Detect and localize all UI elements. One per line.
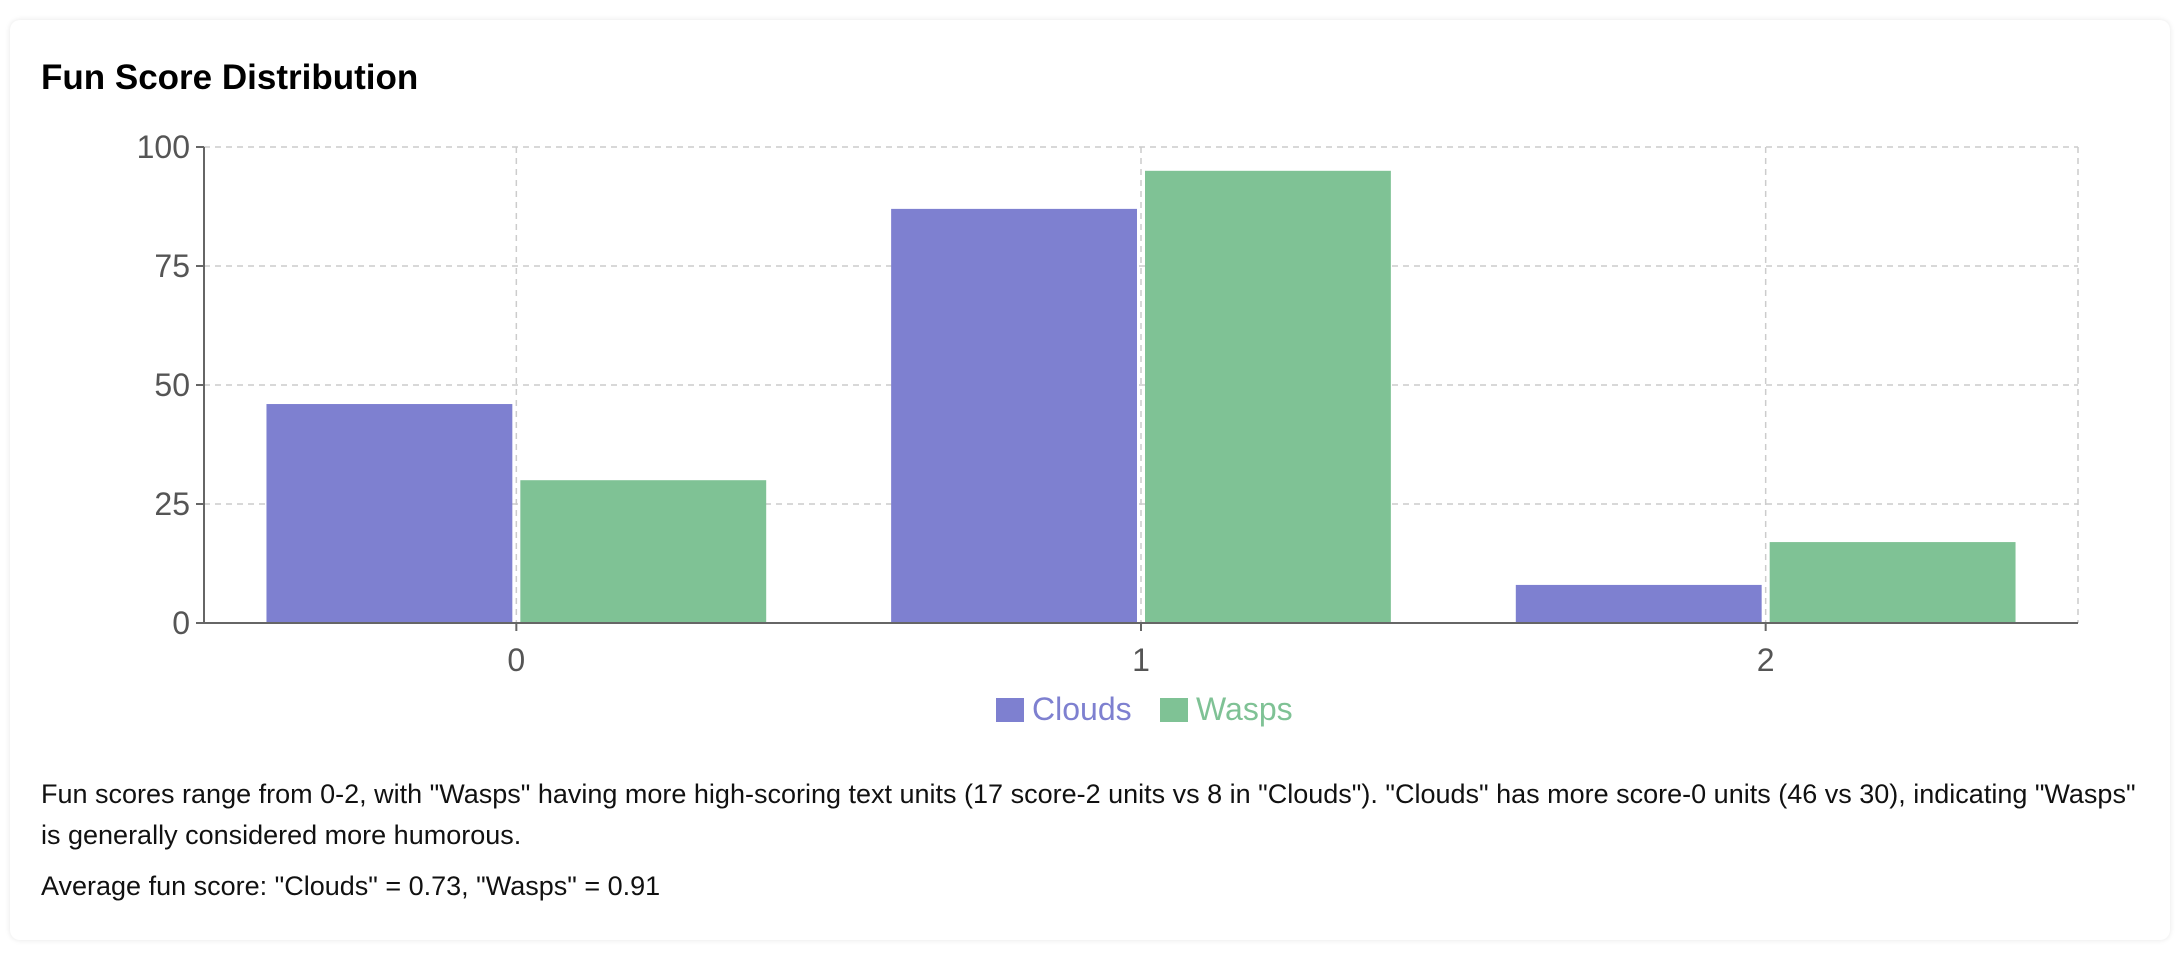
bar-clouds-0[interactable] bbox=[266, 404, 513, 623]
bar-clouds-2[interactable] bbox=[1515, 584, 1762, 623]
chart-title: Fun Score Distribution bbox=[41, 58, 419, 97]
bars bbox=[266, 170, 2016, 624]
bar-wasps-0[interactable] bbox=[520, 480, 767, 623]
bar-clouds-1[interactable] bbox=[891, 208, 1137, 623]
x-tick-label: 2 bbox=[1757, 642, 1775, 678]
x-tick-label: 1 bbox=[1132, 642, 1150, 678]
legend-item-wasps[interactable]: Wasps bbox=[1160, 691, 1293, 727]
y-tick-label: 75 bbox=[154, 248, 190, 284]
legend-label: Wasps bbox=[1196, 691, 1293, 727]
legend[interactable]: Clouds Wasps bbox=[996, 691, 1293, 727]
bar-chart: 0 25 50 75 100 0 1 2 Clouds Wasps bbox=[137, 129, 2079, 727]
average-score-text: Average fun score: "Clouds" = 0.73, "Was… bbox=[41, 871, 661, 901]
y-tick-label: 0 bbox=[172, 605, 190, 641]
legend-item-clouds[interactable]: Clouds bbox=[996, 691, 1132, 727]
chart-card: Fun Score Distribution 0 25 50 75 100 0 1 2 Clo… bbox=[10, 20, 2170, 940]
y-tick-label: 50 bbox=[154, 367, 190, 403]
summary-text: Fun scores range from 0-2, with "Wasps" … bbox=[41, 779, 2136, 850]
bar-wasps-2[interactable] bbox=[1769, 542, 2016, 623]
bar-wasps-1[interactable] bbox=[1145, 170, 1391, 624]
x-tick-label: 0 bbox=[507, 642, 525, 678]
legend-swatch bbox=[996, 698, 1024, 722]
y-tick-label: 100 bbox=[137, 129, 190, 165]
axes: 0 25 50 75 100 0 1 2 bbox=[137, 129, 2078, 678]
legend-label: Clouds bbox=[1032, 691, 1132, 727]
y-tick-label: 25 bbox=[154, 486, 190, 522]
legend-swatch bbox=[1160, 698, 1188, 722]
